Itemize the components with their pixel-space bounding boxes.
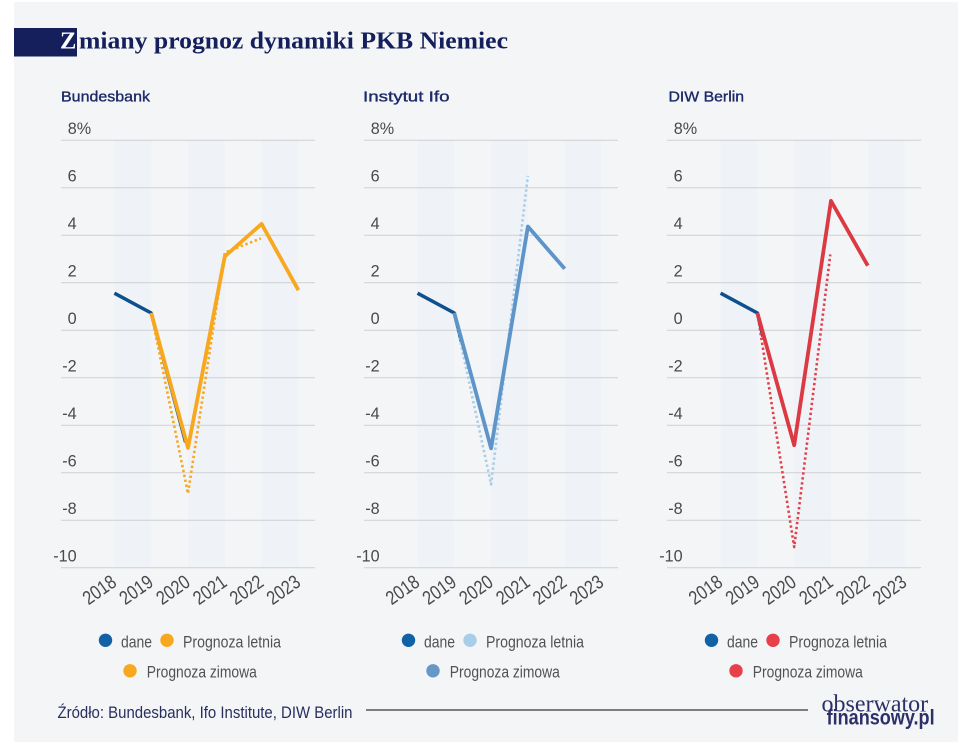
svg-text:-4: -4 [62,405,76,423]
svg-text:Bundesbank: Bundesbank [61,90,151,106]
svg-text:Prognoza letnia: Prognoza letnia [789,632,887,651]
svg-text:DIW Berlin: DIW Berlin [669,90,745,106]
svg-text:-6: -6 [62,453,76,471]
svg-text:6: 6 [68,168,77,186]
svg-text:Instytut Ifo: Instytut Ifo [363,90,450,106]
svg-text:Prognoza letnia: Prognoza letnia [486,632,584,651]
svg-text:-2: -2 [365,358,379,376]
svg-text:-6: -6 [365,453,379,471]
svg-text:-8: -8 [365,500,379,518]
svg-text:Źródło: Bundesbank, Ifo Instit: Źródło: Bundesbank, Ifo Institute, DIW B… [58,703,353,722]
svg-text:4: 4 [68,215,77,233]
svg-text:-10: -10 [53,548,76,566]
svg-text:4: 4 [674,215,683,233]
svg-text:-10: -10 [356,548,379,566]
svg-text:-10: -10 [659,548,682,566]
svg-text:4: 4 [371,215,380,233]
svg-text:dane: dane [121,632,152,651]
svg-text:8%: 8% [68,120,91,138]
svg-text:Prognoza letnia: Prognoza letnia [183,632,281,651]
svg-text:8%: 8% [674,120,697,138]
svg-text:-4: -4 [668,405,682,423]
svg-text:Prognoza zimowa: Prognoza zimowa [147,663,257,682]
svg-text:Z: Z [60,28,76,55]
svg-text:6: 6 [371,168,380,186]
svg-text:Prognoza zimowa: Prognoza zimowa [753,663,863,682]
svg-text:dane: dane [727,632,758,651]
svg-text:finansowy.pl: finansowy.pl [827,707,935,730]
svg-text:-8: -8 [62,500,76,518]
svg-text:Prognoza zimowa: Prognoza zimowa [450,663,560,682]
svg-text:-4: -4 [365,405,379,423]
svg-text:0: 0 [68,310,77,328]
svg-text:6: 6 [674,168,683,186]
svg-text:-2: -2 [62,358,76,376]
svg-text:2: 2 [674,263,683,281]
svg-text:2: 2 [68,263,77,281]
svg-text:0: 0 [371,310,380,328]
svg-text:-2: -2 [668,358,682,376]
svg-text:-8: -8 [668,500,682,518]
svg-text:miany prognoz dynamiki PKB Nie: miany prognoz dynamiki PKB Niemiec [79,28,508,55]
svg-text:2: 2 [371,263,380,281]
svg-text:obserwator: obserwator [822,691,929,717]
svg-text:0: 0 [674,310,683,328]
svg-text:-6: -6 [668,453,682,471]
svg-text:8%: 8% [371,120,394,138]
svg-text:dane: dane [424,632,455,651]
